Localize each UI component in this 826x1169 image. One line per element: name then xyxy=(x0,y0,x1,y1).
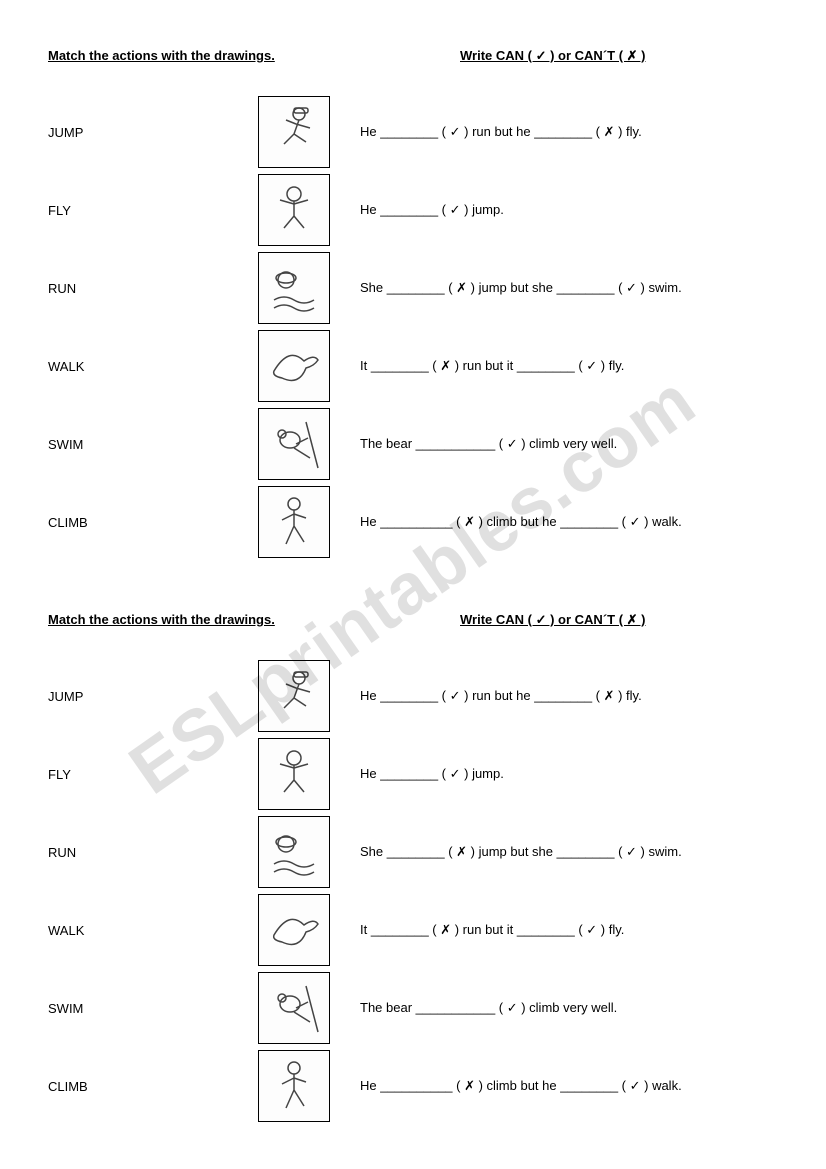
sentence: He ________ ( ✓ ) run but he ________ ( … xyxy=(360,124,778,140)
item-row: RUN She ________ ( ✗ ) jump but she ____… xyxy=(48,816,778,888)
header-left: Match the actions with the drawings. xyxy=(48,612,368,628)
action-label: JUMP xyxy=(48,689,258,704)
action-label: SWIM xyxy=(48,437,258,452)
drawing-walk xyxy=(258,486,330,558)
worksheet-1: Match the actions with the drawings. Wri… xyxy=(48,48,778,558)
item-row: WALK It ________ ( ✗ ) run but it ______… xyxy=(48,330,778,402)
sentence: The bear ___________ ( ✓ ) climb very we… xyxy=(360,1000,778,1016)
item-row: FLY He ________ ( ✓ ) jump. xyxy=(48,174,778,246)
sentence: The bear ___________ ( ✓ ) climb very we… xyxy=(360,436,778,452)
sentence: He ________ ( ✓ ) jump. xyxy=(360,202,778,218)
header-left: Match the actions with the drawings. xyxy=(48,48,368,64)
item-row: JUMP He ________ ( ✓ ) run but he ______… xyxy=(48,96,778,168)
worksheet-2: Match the actions with the drawings. Wri… xyxy=(48,612,778,1122)
action-label: CLIMB xyxy=(48,1079,258,1094)
drawing-fly xyxy=(258,894,330,966)
drawing-jump xyxy=(258,738,330,810)
item-row: JUMP He ________ ( ✓ ) run but he ______… xyxy=(48,660,778,732)
drawing-climb xyxy=(258,408,330,480)
action-label: WALK xyxy=(48,359,258,374)
sentence: He ________ ( ✓ ) run but he ________ ( … xyxy=(360,688,778,704)
item-row: WALK It ________ ( ✗ ) run but it ______… xyxy=(48,894,778,966)
drawing-jump xyxy=(258,174,330,246)
sentence: She ________ ( ✗ ) jump but she ________… xyxy=(360,844,778,860)
item-row: SWIM The bear ___________ ( ✓ ) climb ve… xyxy=(48,972,778,1044)
drawing-fly xyxy=(258,330,330,402)
action-label: RUN xyxy=(48,845,258,860)
drawing-run xyxy=(258,660,330,732)
sentence: It ________ ( ✗ ) run but it ________ ( … xyxy=(360,922,778,938)
item-row: CLIMB He __________ ( ✗ ) climb but he _… xyxy=(48,486,778,558)
action-label: FLY xyxy=(48,767,258,782)
sentence: She ________ ( ✗ ) jump but she ________… xyxy=(360,280,778,296)
action-label: CLIMB xyxy=(48,515,258,530)
drawing-walk xyxy=(258,1050,330,1122)
action-label: WALK xyxy=(48,923,258,938)
page: Match the actions with the drawings. Wri… xyxy=(0,0,826,1122)
drawing-swim xyxy=(258,816,330,888)
action-label: JUMP xyxy=(48,125,258,140)
item-row: SWIM The bear ___________ ( ✓ ) climb ve… xyxy=(48,408,778,480)
header-row: Match the actions with the drawings. Wri… xyxy=(48,612,778,628)
action-label: SWIM xyxy=(48,1001,258,1016)
sentence: He __________ ( ✗ ) climb but he _______… xyxy=(360,514,778,530)
item-row: RUN She ________ ( ✗ ) jump but she ____… xyxy=(48,252,778,324)
header-right: Write CAN ( ✓ ) or CAN´T ( ✗ ) xyxy=(460,48,645,64)
item-row: CLIMB He __________ ( ✗ ) climb but he _… xyxy=(48,1050,778,1122)
action-label: RUN xyxy=(48,281,258,296)
drawing-climb xyxy=(258,972,330,1044)
item-row: FLY He ________ ( ✓ ) jump. xyxy=(48,738,778,810)
header-right: Write CAN ( ✓ ) or CAN´T ( ✗ ) xyxy=(460,612,645,628)
drawing-run xyxy=(258,96,330,168)
drawing-swim xyxy=(258,252,330,324)
header-row: Match the actions with the drawings. Wri… xyxy=(48,48,778,64)
sentence: He __________ ( ✗ ) climb but he _______… xyxy=(360,1078,778,1094)
sentence: He ________ ( ✓ ) jump. xyxy=(360,766,778,782)
sentence: It ________ ( ✗ ) run but it ________ ( … xyxy=(360,358,778,374)
action-label: FLY xyxy=(48,203,258,218)
